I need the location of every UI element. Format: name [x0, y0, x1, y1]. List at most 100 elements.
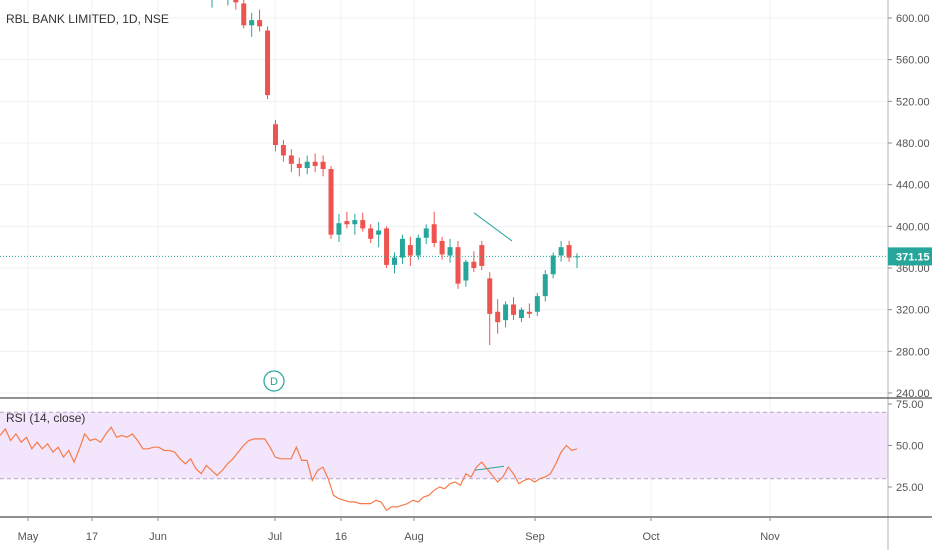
- candle: [265, 26, 271, 100]
- candle: [249, 12, 255, 37]
- rsi-band: [0, 412, 888, 479]
- candle: [233, 0, 239, 10]
- candle-body: [439, 240, 445, 255]
- candle: [288, 149, 294, 173]
- price-tick-label: 360.00: [896, 263, 930, 275]
- time-tick-label: May: [18, 531, 39, 543]
- symbol-label: RBL BANK LIMITED, 1D, NSE: [6, 12, 169, 26]
- candle-body: [241, 3, 247, 26]
- candle: [320, 155, 326, 177]
- candle: [463, 259, 469, 287]
- candle-body: [487, 278, 493, 314]
- candle: [257, 9, 263, 32]
- candle-body: [328, 169, 334, 235]
- price-tick-label: 440.00: [896, 180, 930, 192]
- candle: [415, 234, 421, 260]
- candle-body: [558, 247, 564, 256]
- candle-body: [423, 228, 429, 238]
- candle-body: [503, 304, 509, 321]
- candle: [526, 303, 532, 318]
- candle-body: [272, 124, 278, 146]
- rsi-label: RSI (14, close): [6, 411, 85, 425]
- candle-body: [511, 304, 517, 315]
- price-tick-label: 280.00: [896, 346, 930, 358]
- candle: [534, 293, 540, 316]
- candle: [439, 236, 445, 260]
- candle-body: [399, 238, 405, 258]
- candle: [296, 157, 302, 177]
- candle: [272, 120, 278, 152]
- candle-body: [312, 161, 318, 166]
- candle: [471, 251, 477, 273]
- candle-body: [471, 261, 477, 268]
- candle-body: [368, 228, 374, 239]
- candle-body: [352, 220, 358, 225]
- rsi-series-line: [0, 426, 578, 512]
- candle: [487, 272, 493, 346]
- candle-body: [257, 20, 263, 27]
- price-tick-label: 480.00: [896, 138, 930, 150]
- candle-body: [550, 255, 556, 275]
- candle: [280, 139, 286, 162]
- candle-body: [455, 247, 461, 284]
- candle-body: [288, 155, 294, 164]
- time-tick-label: 16: [335, 531, 347, 543]
- candle-body: [431, 224, 437, 243]
- time-tick-label: Aug: [404, 531, 424, 543]
- candle-body: [447, 247, 453, 256]
- candle-body: [360, 220, 366, 229]
- candle-body: [542, 274, 548, 297]
- candle: [336, 213, 342, 242]
- candle-body: [495, 311, 501, 323]
- price-tick-label: 320.00: [896, 305, 930, 317]
- time-tick-label: 17: [86, 531, 98, 543]
- candle-body: [526, 311, 532, 314]
- time-tick-label: Nov: [760, 531, 780, 543]
- candle: [241, 0, 247, 29]
- price-tick-label: 400.00: [896, 221, 930, 233]
- candle-body: [534, 296, 540, 312]
- price-tick-label: 600.00: [896, 13, 930, 25]
- candle-body: [415, 237, 421, 256]
- candle: [511, 297, 517, 321]
- time-tick-label: Jun: [149, 531, 167, 543]
- time-tick-label: Oct: [642, 531, 659, 543]
- dividend-marker-label: D: [270, 376, 278, 388]
- dividend-marker-circle[interactable]: [263, 370, 285, 392]
- candle: [352, 213, 358, 235]
- candle-body: [518, 309, 524, 318]
- candle: [304, 155, 310, 175]
- dividend-marker[interactable]: D: [263, 370, 285, 392]
- candle-body: [304, 161, 310, 168]
- candle-body: [344, 221, 350, 225]
- candle-body: [296, 163, 302, 168]
- candle-body: [280, 145, 286, 156]
- candle: [558, 240, 564, 262]
- candle-body: [249, 20, 255, 26]
- candle: [384, 226, 390, 268]
- candle-body: [384, 228, 390, 265]
- candle-body: [320, 161, 326, 170]
- candle: [360, 212, 366, 232]
- rsi-tick-label: 50.00: [896, 441, 924, 453]
- candle: [495, 299, 501, 334]
- candle: [312, 153, 318, 173]
- candle: [423, 224, 429, 245]
- candle: [368, 224, 374, 243]
- candle: [455, 240, 461, 289]
- last-price-tag: [888, 247, 932, 266]
- candle-body: [566, 245, 572, 258]
- candle: [211, 0, 213, 8]
- time-tick-label: Sep: [525, 531, 545, 543]
- price-tick-label: 240.00: [896, 388, 930, 400]
- candle: [407, 236, 413, 266]
- candle: [344, 211, 350, 229]
- candle: [503, 301, 509, 328]
- candle: [550, 252, 556, 279]
- price-trendline: [473, 212, 513, 242]
- candle: [392, 252, 397, 274]
- candle-body: [233, 0, 239, 3]
- candle-body: [336, 223, 342, 235]
